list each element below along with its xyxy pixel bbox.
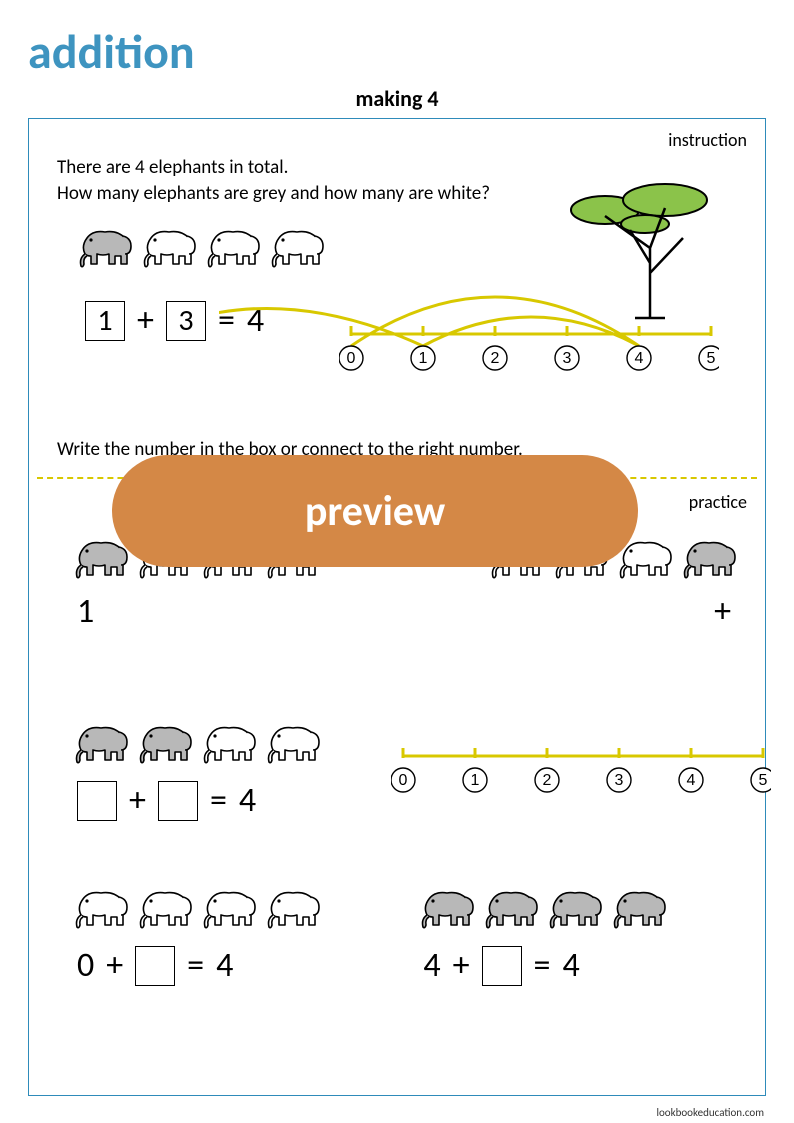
svg-text:0: 0 — [398, 772, 407, 789]
equation-box-b: 3 — [166, 301, 206, 341]
operand-a: 0 — [77, 945, 94, 986]
equation-result: 4 — [216, 945, 233, 986]
blank-box[interactable] — [77, 781, 117, 821]
svg-text:1: 1 — [470, 772, 479, 789]
practice-item-2-right: 012345 — [391, 738, 737, 803]
plus-sign: + — [453, 945, 470, 986]
instruction-label: instruction — [668, 129, 747, 151]
elephant-icon — [71, 535, 129, 581]
instruction-line1: There are 4 elephants in total. — [57, 156, 288, 179]
elephant-icon — [545, 885, 603, 931]
practice-item-3-right: 4 + = 4 — [417, 885, 737, 986]
equation: + = 4 — [71, 780, 391, 821]
instruction-block: 1 + 3 = 4 012345 — [29, 206, 765, 416]
svg-text:4: 4 — [686, 772, 695, 789]
blank-box[interactable] — [135, 946, 175, 986]
page-title: addition — [28, 22, 766, 81]
plus-sign: + — [137, 300, 154, 341]
elephant-icon — [135, 720, 193, 766]
practice-label: practice — [689, 491, 747, 513]
plus-sign: + — [106, 945, 123, 986]
equation: 0 + = 4 — [71, 945, 391, 986]
elephant-icon — [199, 720, 257, 766]
elephant-icon — [75, 224, 133, 270]
instruction-line2: How many elephants are grey and how many… — [57, 182, 490, 205]
elephant-icon — [481, 885, 539, 931]
preview-watermark: preview — [112, 455, 638, 567]
svg-text:5: 5 — [707, 350, 716, 367]
elephant-icon — [71, 720, 129, 766]
operand-a: 4 — [423, 945, 440, 986]
svg-text:5: 5 — [758, 772, 767, 789]
elephant-icon — [417, 885, 475, 931]
blank-box[interactable] — [158, 781, 198, 821]
svg-text:4: 4 — [635, 350, 644, 367]
instruction-numberline: 0 1 2 3 4 5 — [339, 316, 719, 376]
svg-text:3: 3 — [614, 772, 623, 789]
practice-item-2-left: + = 4 — [71, 720, 391, 821]
elephant-row — [71, 885, 391, 931]
equation: + — [417, 591, 737, 632]
practice-item-3-left: 0 + = 4 — [71, 885, 391, 986]
elephant-icon — [263, 720, 321, 766]
equation-result: 4 — [562, 945, 579, 986]
equation-result: 4 — [239, 780, 256, 821]
trailing-plus: + — [714, 591, 731, 632]
practice-row-2: + = 4 0 1 2 3 4 5 — [29, 720, 765, 821]
worksheet-frame: instruction There are 4 elephants in tot… — [28, 118, 766, 1096]
elephant-icon — [263, 885, 321, 931]
svg-text:2: 2 — [491, 350, 500, 367]
plus-sign: + — [129, 780, 146, 821]
equation: 4 + = 4 — [417, 945, 737, 986]
elephant-icon — [679, 535, 737, 581]
elephant-icon — [71, 885, 129, 931]
equals-sign: = — [210, 780, 227, 821]
elephant-row — [417, 885, 737, 931]
svg-text:2: 2 — [542, 772, 551, 789]
practice-numberline: 0 1 2 3 4 5 — [391, 738, 771, 798]
equals-sign: = — [534, 945, 551, 986]
page-subtitle: making 4 — [28, 85, 766, 112]
equation-box-a: 1 — [85, 301, 125, 341]
equals-sign: = — [187, 945, 204, 986]
elephant-row — [71, 720, 391, 766]
svg-text:1: 1 — [419, 350, 428, 367]
svg-text:0: 0 — [347, 350, 356, 367]
equation: 1 — [71, 591, 391, 632]
elephant-icon — [199, 885, 257, 931]
practice-row-3: 0 + = 4 — [29, 885, 765, 986]
elephant-icon — [609, 885, 667, 931]
operand-a: 1 — [77, 591, 94, 632]
elephant-icon — [139, 224, 197, 270]
footer-attribution: lookbookeducation.com — [656, 1106, 764, 1119]
elephant-icon — [135, 885, 193, 931]
blank-box[interactable] — [482, 946, 522, 986]
svg-text:3: 3 — [563, 350, 572, 367]
